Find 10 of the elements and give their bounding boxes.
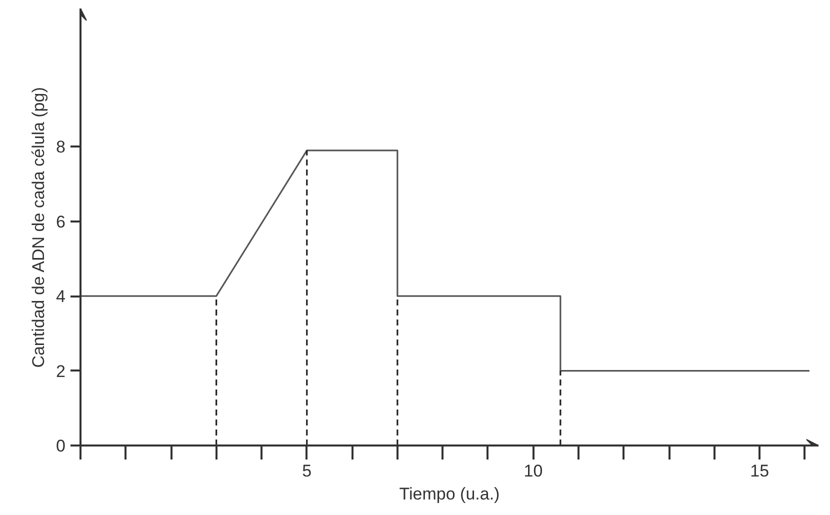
y-tick-label: 2 [56, 362, 66, 381]
x-tick-label: 10 [524, 462, 543, 480]
y-axis-title: Cantidad de ADN de cada célula (pg) [29, 87, 48, 368]
x-tick-label: 15 [750, 462, 770, 480]
y-tick-label: 6 [56, 212, 66, 232]
x-tick-label: 5 [302, 462, 312, 480]
y-tick-label: 8 [56, 138, 66, 157]
x-axis-title: Tiempo (u.a.) [399, 484, 500, 504]
y-tick-label: 0 [56, 436, 66, 456]
y-tick-label: 4 [56, 287, 66, 306]
